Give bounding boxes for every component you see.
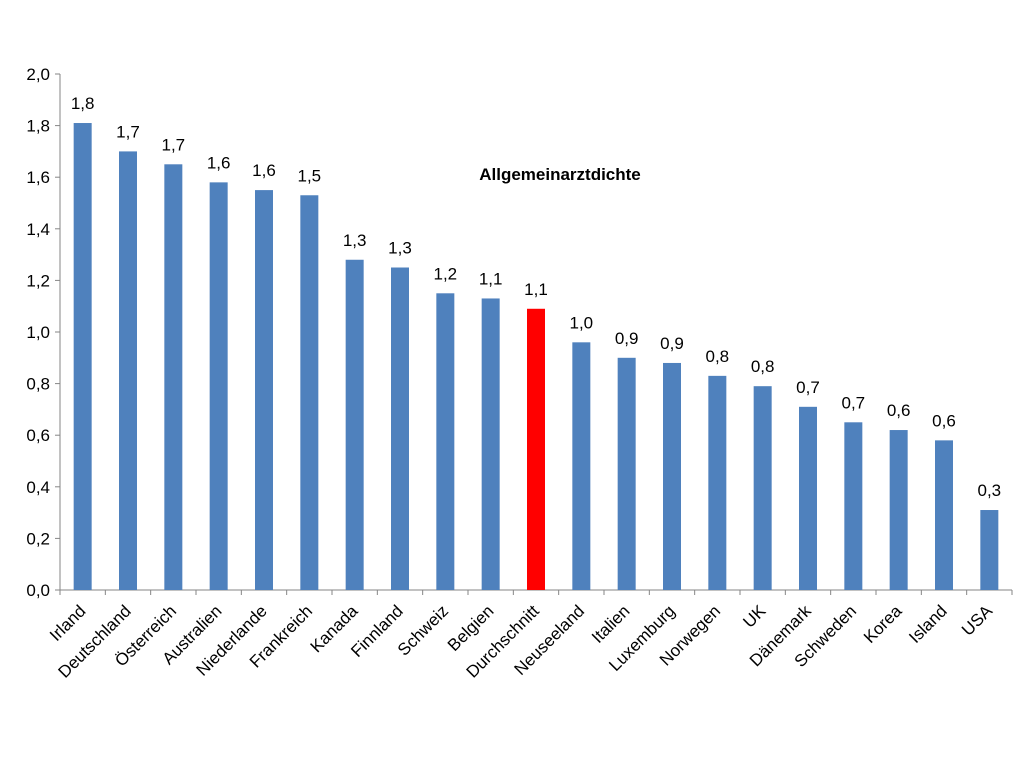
bar-island [935, 440, 953, 590]
y-tick-label: 1,6 [26, 168, 50, 187]
bar-luxemburg [663, 362, 681, 590]
data-label: 1,3 [388, 239, 412, 258]
bar-schweiz [436, 293, 455, 590]
data-label: 1,6 [207, 153, 231, 172]
bar-irland [73, 123, 92, 591]
bar-kanada [345, 259, 364, 590]
category-label: UK [739, 601, 770, 632]
category-label: Island [905, 601, 951, 647]
bar-finnland [391, 267, 409, 590]
data-label: 0,7 [842, 393, 866, 412]
data-label: 0,9 [660, 334, 684, 353]
bar-italien [617, 357, 636, 590]
y-tick-label: 0,6 [26, 426, 50, 445]
y-tick-label: 1,4 [26, 220, 50, 239]
bar-österreich [164, 164, 183, 591]
bar-frankreich [300, 195, 319, 590]
bar-norwegen [708, 375, 727, 590]
category-label: USA [958, 601, 997, 640]
y-tick-label: 1,2 [26, 271, 50, 290]
data-label: 0,8 [751, 357, 775, 376]
bar-deutschland [119, 151, 137, 590]
data-label: 1,1 [479, 269, 503, 288]
bar-durchschnitt [527, 308, 545, 590]
data-label: 0,7 [796, 378, 820, 397]
data-label: 0,3 [978, 481, 1002, 500]
y-tick-label: 0,4 [26, 478, 50, 497]
y-tick-label: 0,0 [26, 581, 50, 600]
y-tick-label: 2,0 [26, 65, 50, 84]
data-label: 1,6 [252, 161, 276, 180]
bar-korea [889, 430, 908, 590]
data-label: 1,3 [343, 231, 367, 250]
bars [73, 123, 999, 591]
bar-uk [753, 386, 772, 590]
category-label: Korea [860, 601, 906, 647]
category-label: Irland [46, 601, 90, 645]
data-label: 1,7 [116, 122, 140, 141]
y-axis: 0,0 0,2 0,4 0,6 0,8 1,0 1,2 1,4 1,6 1,8 2,0 [26, 65, 61, 600]
chart-title: Allgemeinarztdichte [479, 165, 641, 184]
data-label: 1,7 [162, 135, 186, 154]
y-tick-label: 1,8 [26, 117, 50, 136]
data-label: 0,6 [932, 411, 956, 430]
bar-dänemark [799, 406, 817, 590]
bar-schweden [844, 422, 863, 590]
bar-neuseeland [572, 342, 591, 590]
data-labels: 1,8 1,7 1,7 1,6 1,6 1,5 1,3 1,3 1,2 1,1 1,1 1,0 0,9 0… [71, 94, 1001, 500]
data-label: 1,8 [71, 94, 95, 113]
data-label: 0,8 [706, 347, 730, 366]
x-axis [59, 589, 1013, 595]
data-label: 0,6 [887, 401, 911, 420]
category-labels: IrlandDeutschlandÖsterreichAustralienNie… [46, 601, 997, 682]
bar-australien [209, 182, 228, 591]
y-tick-label: 0,8 [26, 375, 50, 394]
bar-belgien [481, 298, 500, 590]
data-label: 1,1 [524, 280, 548, 299]
y-tick-label: 0,2 [26, 529, 50, 548]
data-label: 1,2 [434, 264, 458, 283]
bar-usa [980, 510, 999, 590]
data-label: 1,5 [298, 166, 322, 185]
category-label: Schweiz [394, 601, 452, 659]
data-label: 0,9 [615, 329, 639, 348]
y-tick-label: 1,0 [26, 323, 50, 342]
bar-niederlande [255, 190, 273, 590]
data-label: 1,0 [570, 313, 594, 332]
